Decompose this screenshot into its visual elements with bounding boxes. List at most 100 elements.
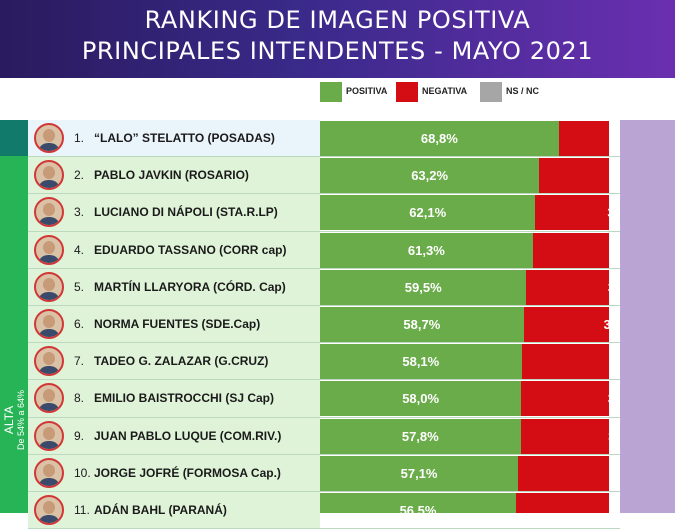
data-label: 35,7%	[603, 317, 609, 332]
bar-positiva	[320, 269, 527, 305]
avatar-body	[38, 291, 60, 300]
side-panel	[620, 120, 675, 513]
avatar-face	[43, 240, 55, 254]
rank-label: 3.	[74, 205, 85, 220]
bar-negativa	[523, 307, 609, 342]
data-label: 61,3%	[407, 242, 445, 258]
bar-positiva	[320, 418, 521, 454]
row-divider	[28, 342, 620, 344]
category-label: JORGE JOFRÉ (FORMOSA Cap.)	[94, 465, 281, 480]
avatar-body	[38, 366, 60, 375]
bar-negativa	[520, 418, 609, 454]
bar-positiva	[320, 493, 517, 513]
avatar-body	[38, 217, 60, 226]
avatar	[34, 271, 64, 302]
avatar-face	[43, 129, 55, 142]
title-banner: RANKING DE IMAGEN POSITIVA PRINCIPALES I…	[0, 0, 675, 78]
bar-positiva	[320, 455, 519, 491]
avatar-face	[43, 203, 55, 217]
data-label: 68,8%	[420, 131, 458, 146]
avatar	[34, 160, 64, 191]
bar-negativa	[518, 455, 609, 491]
avatar-body	[38, 143, 60, 151]
data-label: 37,9%	[608, 429, 609, 444]
row-background	[28, 380, 320, 418]
bar-negativa	[535, 195, 609, 231]
row-background	[28, 231, 320, 269]
avatar-body	[38, 477, 60, 486]
category-label: JUAN PABLO LUQUE (COM.RIV.)	[94, 428, 282, 443]
row-divider	[28, 193, 620, 195]
bar-negativa	[539, 158, 609, 194]
row-divider	[28, 156, 620, 158]
bar-positiva	[320, 195, 536, 231]
rank-label: 7.	[74, 354, 85, 369]
avatar-face	[43, 352, 55, 366]
bar-negativa	[526, 269, 609, 305]
bar-positiva	[320, 381, 522, 417]
category-label: EMILIO BAISTROCCHI (SJ Cap)	[94, 391, 275, 406]
legend-swatch	[480, 82, 502, 102]
row-divider	[28, 416, 620, 418]
bar-positiva	[320, 158, 540, 194]
bar-positiva	[320, 232, 533, 268]
legend-label: NS / NC	[506, 86, 540, 96]
data-label: 58,1%	[402, 354, 440, 370]
bar-negativa	[558, 121, 609, 156]
bar-negativa	[521, 381, 609, 417]
bar-negativa	[516, 493, 609, 513]
avatar-body	[38, 515, 60, 523]
avatar-face	[43, 426, 55, 440]
row-background	[28, 454, 320, 492]
legend: POSITIVA NEGATIVA NS / NC	[320, 82, 620, 102]
category-label: ADÁN BAHL (PARANÁ)	[94, 503, 227, 517]
category-label: “LALO” STELATTO (POSADAS)	[94, 131, 275, 145]
row-divider	[28, 267, 620, 269]
data-label: 33,4%	[607, 205, 609, 220]
avatar-body	[38, 403, 60, 412]
category-label: MARTÍN LLARYORA (CÓRD. Cap)	[94, 279, 286, 294]
row-divider	[28, 230, 620, 232]
row-background	[28, 417, 320, 455]
avatar	[34, 420, 64, 451]
rank-label: 5.	[74, 279, 85, 294]
chart-title-line-1: RANKING DE IMAGEN POSITIVA	[144, 6, 531, 34]
avatar	[34, 346, 64, 377]
avatar	[34, 495, 64, 525]
avatar	[34, 197, 64, 228]
bar-negativa	[521, 344, 609, 380]
group-label-title: ALTA	[2, 405, 16, 435]
avatar-face	[43, 166, 55, 180]
avatar-body	[38, 329, 60, 337]
bar-negativa	[532, 232, 609, 268]
row-divider	[28, 491, 620, 492]
data-label: 63,2%	[411, 168, 449, 184]
rank-label: 2.	[74, 168, 85, 183]
avatar	[34, 457, 64, 488]
rank-label: 6.	[74, 317, 85, 331]
data-label: 57,8%	[401, 428, 439, 444]
avatar	[34, 383, 64, 414]
data-label: 59,5%	[404, 279, 442, 295]
data-label: 36,1%	[608, 280, 609, 295]
rank-label: 10.	[74, 465, 91, 480]
group-band-alta	[0, 156, 28, 513]
data-label: 62,1%	[409, 205, 447, 221]
row-divider	[28, 305, 620, 306]
row-background	[28, 306, 320, 343]
group-label-range: De 54% a 64%	[16, 389, 26, 451]
avatar-face	[43, 315, 55, 328]
legend-label: POSITIVA	[346, 86, 388, 96]
row-background	[28, 194, 320, 232]
avatar-face	[43, 501, 55, 514]
rank-label: 11.	[74, 503, 90, 517]
row-divider	[28, 453, 620, 455]
category-label: LUCIANO DI NÁPOLI (STA.R.LP)	[94, 205, 278, 220]
group-label: ALTA De 54% a 64%	[2, 390, 26, 450]
legend-label: NEGATIVA	[422, 86, 468, 96]
bar-positiva	[320, 121, 559, 156]
rank-label: 8.	[74, 391, 85, 406]
avatar-body	[38, 180, 60, 189]
rank-label: 9.	[74, 428, 85, 443]
data-label: 37,6%	[608, 391, 609, 406]
